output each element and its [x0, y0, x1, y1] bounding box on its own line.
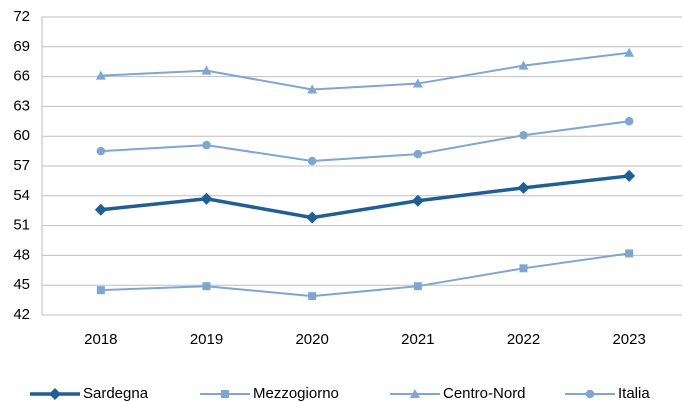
marker — [94, 203, 107, 216]
x-tick-label: 2018 — [84, 331, 117, 348]
y-tick-label: 66 — [13, 68, 30, 85]
y-tick-label: 63 — [13, 97, 30, 114]
marker — [307, 84, 318, 94]
marker — [519, 264, 528, 273]
marker — [624, 47, 635, 57]
marker — [519, 130, 528, 140]
marker — [307, 156, 317, 166]
y-tick-label: 48 — [13, 246, 30, 263]
marker — [585, 389, 595, 399]
legend-label: Sardegna — [83, 385, 149, 402]
marker — [49, 388, 61, 400]
y-tick-label: 42 — [13, 306, 30, 323]
legend-label: Centro-Nord — [443, 385, 526, 402]
marker — [412, 78, 423, 88]
marker — [413, 149, 423, 159]
marker — [308, 292, 317, 301]
marker — [413, 282, 422, 291]
y-tick-label: 51 — [13, 217, 30, 234]
marker — [202, 140, 211, 150]
marker — [306, 211, 319, 224]
marker — [624, 117, 634, 126]
y-tick-label: 54 — [13, 187, 30, 204]
marker — [623, 169, 636, 182]
x-tick-label: 2023 — [612, 331, 645, 348]
marker — [625, 249, 634, 258]
marker — [411, 194, 424, 207]
series-line — [100, 174, 630, 220]
marker — [410, 389, 420, 398]
y-tick-label: 69 — [13, 38, 30, 55]
marker — [517, 181, 530, 194]
y-tick-label: 45 — [13, 276, 30, 293]
marker — [201, 65, 212, 75]
series-line — [100, 120, 630, 163]
marker — [95, 70, 106, 80]
legend-label: Italia — [618, 385, 650, 402]
series-line — [100, 252, 630, 298]
x-tick-label: 2022 — [507, 331, 540, 348]
marker — [200, 192, 213, 205]
legend-label: Mezzogiorno — [253, 385, 339, 402]
x-tick-label: 2020 — [295, 331, 328, 348]
x-tick-label: 2019 — [190, 331, 223, 348]
y-tick-label: 60 — [13, 127, 30, 144]
marker — [96, 286, 105, 295]
marker — [221, 390, 229, 398]
y-tick-label: 57 — [13, 157, 30, 174]
series-line — [100, 51, 630, 91]
marker — [202, 282, 211, 291]
y-tick-label: 72 — [13, 8, 30, 25]
x-tick-label: 2021 — [401, 331, 434, 348]
marker — [518, 60, 529, 70]
marker — [96, 146, 106, 156]
